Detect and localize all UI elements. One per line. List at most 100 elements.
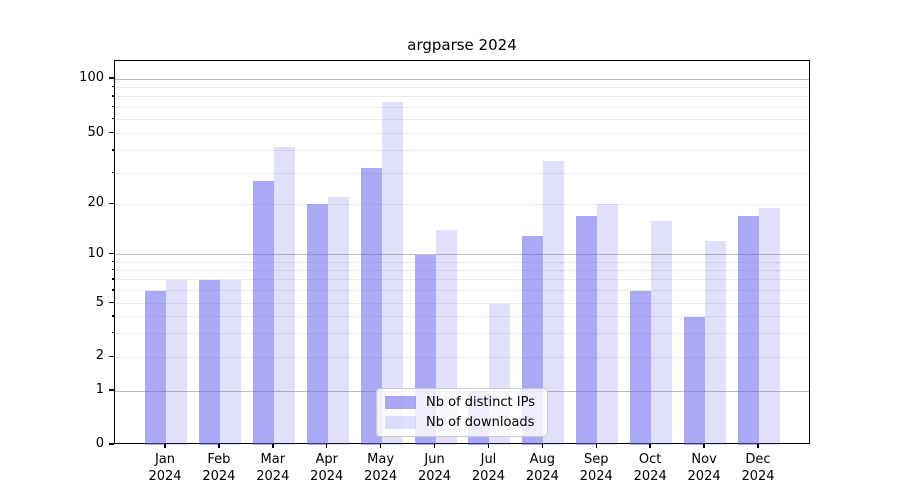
x-label-month: Apr: [315, 452, 338, 467]
legend-item-0: Nb of distinct IPs: [385, 395, 535, 410]
legend-label: Nb of distinct IPs: [426, 395, 535, 410]
bar-aug-downloads: [543, 161, 565, 445]
y-minor-tick-30: [111, 171, 114, 173]
x-tick-nov: [703, 444, 705, 448]
gridline-minor-5: [115, 303, 809, 305]
bar-oct-distinct-ips: [630, 290, 652, 445]
bar-jan-distinct-ips: [145, 290, 166, 445]
y-minor-tick-60: [111, 117, 114, 120]
bar-feb-distinct-ips: [198, 279, 220, 445]
x-tick-label-aug: Aug 2024: [512, 451, 572, 485]
bar-nov-distinct-ips: [684, 316, 706, 445]
x-tick-label-mar: Mar 2024: [243, 451, 303, 485]
gridline-major-10: [115, 254, 809, 256]
x-tick-oct: [649, 444, 651, 448]
x-label-year: 2024: [148, 469, 182, 484]
x-tick-label-oct: Oct 2024: [620, 451, 680, 485]
legend-swatch-icon: [385, 396, 417, 409]
legend-swatch-icon: [385, 416, 417, 429]
y-minor-tick-80: [111, 95, 114, 97]
x-label-month: Dec: [745, 452, 771, 467]
y-tick-label-1: 1: [95, 382, 104, 397]
y-tick-label-2: 2: [95, 348, 104, 364]
x-label-year: 2024: [633, 469, 667, 484]
bar-feb-downloads: [219, 279, 241, 445]
x-tick-mar: [272, 444, 274, 448]
x-label-year: 2024: [417, 469, 452, 484]
x-label-year: 2024: [741, 469, 775, 484]
x-tick-may: [379, 444, 382, 448]
x-label-year: 2024: [364, 469, 398, 484]
bar-apr-downloads: [327, 196, 349, 445]
gridline-minor-2: [115, 356, 809, 358]
x-tick-label-jun: Jun 2024: [405, 451, 465, 485]
chart-title: argparse 2024: [407, 36, 517, 54]
x-tick-label-nov: Nov 2024: [674, 451, 734, 485]
y-minor-tick-70: [111, 105, 114, 108]
y-tick-label-0: 0: [95, 436, 104, 451]
y-minor-tick-3: [111, 332, 114, 334]
x-label-month: Jul: [480, 452, 497, 467]
gridline-minor-80: [115, 96, 809, 98]
legend-item-1: Nb of downloads: [385, 415, 535, 430]
gridline-minor-8: [115, 269, 809, 271]
x-tick-apr: [326, 444, 328, 448]
gridline-minor-3: [115, 333, 809, 335]
x-label-month: Oct: [638, 452, 662, 467]
y-minor-tick-40: [111, 149, 114, 151]
gridline-minor-6: [115, 290, 809, 292]
gridline-minor-20: [115, 203, 809, 205]
x-label-month: Aug: [529, 452, 556, 467]
legend: Nb of distinct IPs Nb of downloads: [376, 388, 548, 437]
gridline-minor-4: [115, 316, 809, 318]
x-label-month: Jan: [154, 452, 176, 467]
x-tick-label-feb: Feb 2024: [189, 451, 249, 485]
gridline-minor-90: [115, 86, 809, 88]
gridline-minor-7: [115, 279, 809, 281]
x-label-year: 2024: [525, 469, 559, 484]
bar-dec-distinct-ips: [738, 216, 759, 445]
gridline-minor-50: [115, 133, 809, 135]
x-tick-label-jul: Jul 2024: [458, 451, 518, 485]
gridline-minor-9: [115, 261, 809, 263]
bar-mar-downloads: [273, 147, 295, 445]
legend-label: Nb of downloads: [426, 415, 535, 430]
bar-sep-distinct-ips: [576, 216, 598, 445]
bar-apr-distinct-ips: [306, 204, 328, 445]
y-minor-tick-4: [111, 315, 114, 317]
x-label-year: 2024: [310, 469, 344, 484]
y-minor-tick-8: [111, 268, 114, 271]
x-label-year: 2024: [687, 469, 721, 484]
bar-nov-downloads: [705, 241, 727, 445]
x-tick-jun: [433, 444, 436, 448]
gridline-minor-70: [115, 106, 809, 108]
y-tick-10: [109, 253, 114, 255]
x-tick-jul: [487, 444, 490, 448]
bar-sep-downloads: [597, 204, 619, 445]
plot-area: Nb of distinct IPs Nb of downloads: [114, 60, 810, 445]
bar-mar-distinct-ips: [252, 181, 274, 445]
y-minor-tick-9: [111, 260, 114, 263]
y-tick-5: [109, 302, 114, 304]
bar-may-distinct-ips: [360, 168, 382, 445]
x-label-year: 2024: [471, 469, 505, 484]
y-minor-tick-90: [111, 85, 114, 88]
bar-oct-downloads: [651, 220, 673, 445]
y-tick-50: [109, 132, 114, 134]
bar-jan-downloads: [166, 279, 187, 445]
x-tick-jan: [164, 444, 166, 448]
y-tick-0: [109, 443, 114, 445]
y-tick-20: [109, 202, 114, 204]
gridline-major-100: [115, 78, 809, 80]
y-tick-label-5: 5: [95, 294, 104, 310]
x-label-year: 2024: [256, 469, 290, 484]
x-tick-label-apr: Apr 2024: [297, 451, 357, 485]
y-minor-tick-7: [111, 278, 114, 280]
x-label-month: Sep: [584, 452, 609, 467]
x-label-month: May: [367, 452, 395, 467]
y-tick-label-50: 50: [87, 124, 104, 140]
gridline-minor-60: [115, 118, 809, 120]
y-minor-tick-6: [111, 289, 114, 291]
x-tick-aug: [541, 444, 544, 448]
